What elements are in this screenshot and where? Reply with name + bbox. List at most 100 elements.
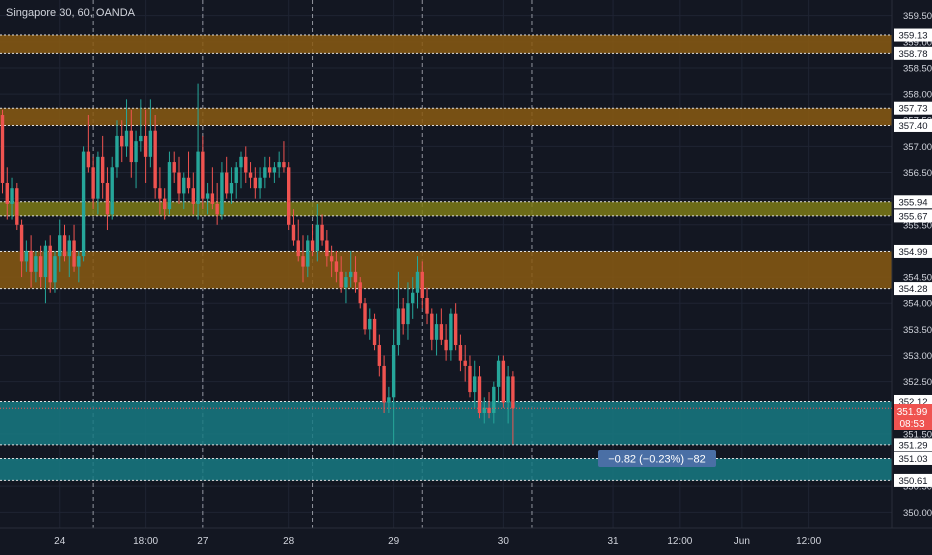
candle-body bbox=[468, 365, 472, 393]
time-tick-label: 28 bbox=[283, 536, 295, 547]
price-tick-label: 358.50 bbox=[903, 63, 932, 74]
candle-body bbox=[449, 313, 453, 351]
zone-price-tag bbox=[894, 195, 932, 209]
candle-body bbox=[482, 407, 486, 413]
candle-body bbox=[382, 365, 386, 403]
session-separators bbox=[92, 0, 533, 528]
candle-body bbox=[191, 188, 195, 204]
candle-body bbox=[430, 313, 434, 340]
last-price-value: 351.99 bbox=[897, 407, 928, 418]
candle-body bbox=[53, 256, 57, 283]
zone-price-label: 354.99 bbox=[898, 247, 927, 258]
candle-body bbox=[215, 203, 219, 215]
price-tick-label: 353.00 bbox=[903, 351, 932, 362]
candle-body bbox=[34, 256, 38, 272]
candle-body bbox=[201, 151, 205, 199]
price-tick-label: 358.00 bbox=[903, 90, 932, 101]
price-tick-label: 350.00 bbox=[903, 508, 932, 519]
candle-body bbox=[158, 188, 162, 199]
time-tick-label: 24 bbox=[54, 536, 66, 547]
price-axis[interactable]: 350.00350.50351.00351.50352.00352.50353.… bbox=[891, 0, 932, 550]
zone-price-tag bbox=[894, 118, 932, 132]
candle-body bbox=[506, 376, 510, 403]
zone-price-label: 357.40 bbox=[898, 121, 927, 132]
candle-body bbox=[0, 115, 5, 183]
zone-price-label: 358.78 bbox=[898, 49, 927, 60]
zone-price-tag bbox=[894, 244, 932, 258]
candle-body bbox=[15, 188, 19, 225]
time-axis-background bbox=[0, 528, 932, 550]
candle-body bbox=[5, 182, 9, 204]
candle-body bbox=[363, 303, 367, 330]
price-range-measure[interactable]: −0.82 (−0.23%) −82 bbox=[598, 450, 716, 467]
zone-price-tag bbox=[894, 209, 932, 223]
candle-body bbox=[172, 162, 176, 173]
price-tick-label: 354.50 bbox=[903, 273, 932, 284]
candle-body bbox=[325, 240, 329, 257]
candle-body bbox=[334, 261, 339, 272]
candle-body bbox=[153, 130, 157, 189]
symbol-title: Singapore 30, 60, OANDA bbox=[6, 7, 136, 19]
time-tick-label: 31 bbox=[607, 536, 619, 547]
candle-body bbox=[263, 167, 267, 178]
candle-body bbox=[406, 303, 410, 325]
candle-body bbox=[162, 198, 167, 210]
candle-body bbox=[220, 172, 224, 215]
time-tick-label: 29 bbox=[388, 536, 400, 547]
zone-price-tag bbox=[894, 473, 932, 487]
zone-olive bbox=[0, 201, 892, 216]
candle-body bbox=[124, 130, 129, 147]
time-tick-label: Jun bbox=[734, 536, 750, 547]
candle-body bbox=[134, 141, 138, 163]
candle-body bbox=[291, 224, 296, 241]
zone-price-label: 355.94 bbox=[898, 197, 927, 208]
price-tick-label: 354.00 bbox=[903, 299, 932, 310]
candle-body bbox=[139, 135, 143, 142]
candle-body bbox=[143, 135, 148, 157]
time-tick-label: 12:00 bbox=[667, 536, 692, 547]
candle-body bbox=[477, 376, 482, 413]
candle-body bbox=[91, 167, 95, 199]
candle-body bbox=[344, 277, 348, 288]
candle-body bbox=[205, 193, 210, 199]
time-tick-label: 12:00 bbox=[796, 536, 821, 547]
price-tick-label: 357.00 bbox=[903, 142, 932, 153]
candle-body bbox=[458, 345, 463, 361]
price-tick-label: 351.50 bbox=[903, 429, 932, 440]
candle-body bbox=[29, 250, 33, 272]
measure-label-box bbox=[598, 450, 716, 467]
candle-body bbox=[387, 397, 391, 403]
zone-orange bbox=[0, 108, 892, 126]
candle-body bbox=[177, 172, 181, 194]
candle-body bbox=[511, 376, 515, 409]
candle-body bbox=[120, 135, 124, 147]
time-axis[interactable]: 24 18:00 27 28 29 30 31 12:00 Jun 12:00 bbox=[0, 527, 932, 550]
candle-body bbox=[110, 167, 114, 215]
time-tick-label: 27 bbox=[197, 536, 209, 547]
candle-body bbox=[492, 386, 496, 413]
candle-body bbox=[339, 271, 343, 288]
candle-body bbox=[105, 182, 110, 215]
zone-price-label: 351.03 bbox=[898, 454, 927, 465]
candle-body bbox=[453, 313, 458, 346]
candle-body bbox=[229, 182, 234, 194]
candle-body bbox=[148, 130, 153, 157]
price-tick-label: 359.50 bbox=[903, 11, 932, 22]
candle-body bbox=[301, 256, 305, 267]
zone-price-label: 357.73 bbox=[898, 104, 927, 115]
time-tick-label: 30 bbox=[498, 536, 510, 547]
candle-body bbox=[439, 324, 444, 340]
candle-body bbox=[19, 224, 24, 262]
zone-price-labels: 359.13 358.78 357.73 357.40 355.94 355.67 354.… bbox=[894, 28, 932, 487]
last-price-marker: 351.99 08:53 bbox=[0, 404, 932, 430]
zone-price-tag bbox=[894, 46, 932, 60]
candle-body bbox=[210, 193, 215, 204]
candle-body bbox=[310, 240, 315, 251]
candle-body bbox=[129, 130, 133, 163]
candle-body bbox=[306, 240, 310, 267]
zone-price-label: 350.61 bbox=[898, 476, 927, 487]
candle-body bbox=[224, 172, 229, 194]
candle-body bbox=[411, 292, 415, 304]
